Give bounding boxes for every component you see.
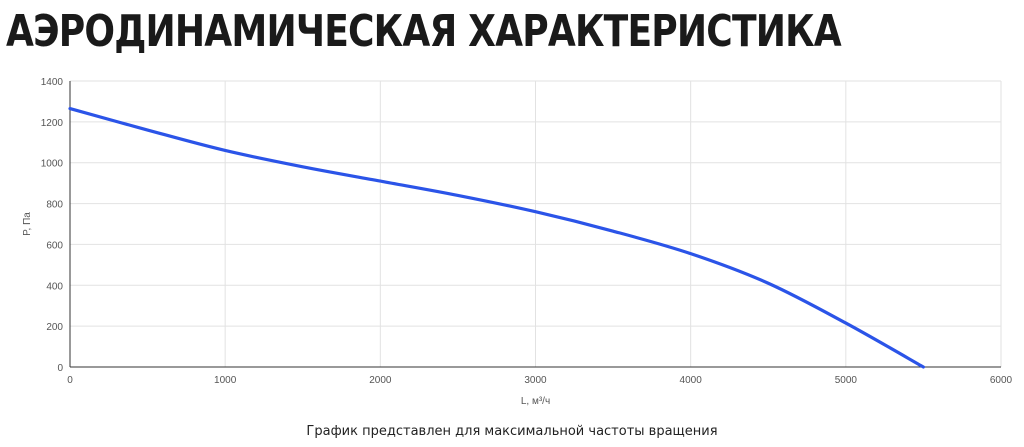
series-line <box>68 106 926 369</box>
page-title: АЭРОДИНАМИЧЕСКАЯ ХАРАКТЕРИСТИКА <box>6 6 842 57</box>
chart-axes <box>69 81 1001 368</box>
y-axis-title: P, Па <box>22 212 33 236</box>
x-tick-label: 5000 <box>835 375 858 386</box>
chart-ticks: 0 1000 2000 3000 4000 5000 6000 0 200 400 600 800 10… <box>41 77 1013 386</box>
x-tick-label: 2000 <box>369 375 392 386</box>
y-tick-label: 800 <box>46 200 63 211</box>
y-tick-label: 1000 <box>41 159 64 170</box>
chart-footnote: График представлен для максимальной част… <box>306 424 718 439</box>
x-tick-label: 0 <box>67 375 73 386</box>
x-tick-label: 4000 <box>680 375 703 386</box>
x-tick-label: 6000 <box>990 375 1013 386</box>
chart-grid <box>70 80 1002 367</box>
y-tick-label: 1200 <box>41 118 64 129</box>
x-tick-label: 3000 <box>524 375 547 386</box>
y-tick-label: 0 <box>57 363 63 374</box>
x-tick-label: 1000 <box>214 375 237 386</box>
y-tick-label: 1400 <box>41 77 64 88</box>
y-tick-label: 200 <box>46 322 63 333</box>
y-tick-label: 600 <box>46 240 63 251</box>
y-tick-label: 400 <box>46 281 63 292</box>
chart-series <box>68 106 926 369</box>
x-axis-title: L, м³/ч <box>521 396 550 407</box>
